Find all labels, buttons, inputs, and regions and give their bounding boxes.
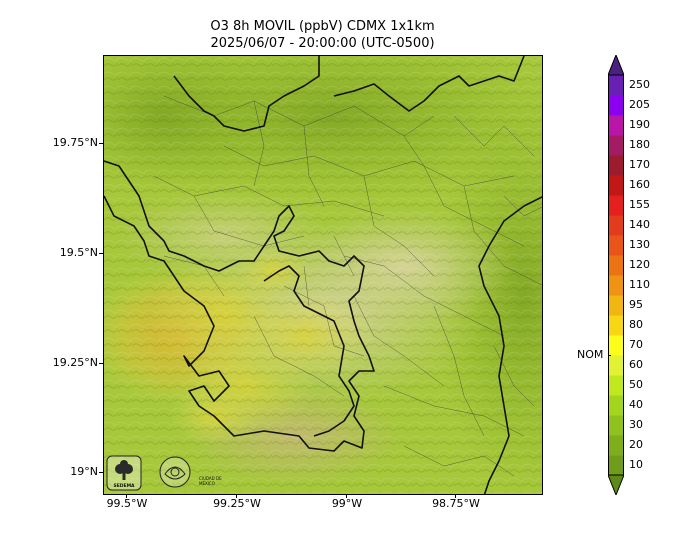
lon-label-995: 99.5°W bbox=[106, 497, 148, 510]
sedema-logo: SEDEMA bbox=[106, 455, 142, 491]
colorbar-tick-label: 60 bbox=[629, 358, 643, 371]
colorbar-segment bbox=[608, 435, 624, 456]
colorbar-segment bbox=[608, 175, 624, 196]
lat-tick bbox=[99, 472, 103, 473]
colorbar-extend-high bbox=[608, 55, 624, 76]
lon-tick bbox=[455, 495, 456, 498]
colorbar-segment bbox=[608, 135, 624, 156]
colorbar-segment bbox=[608, 335, 624, 356]
colorbar-segment bbox=[608, 455, 624, 476]
colorbar-tick-label: 120 bbox=[629, 258, 650, 271]
lat-label-1925: 19.25°N bbox=[52, 356, 98, 369]
colorbar-segment bbox=[608, 315, 624, 336]
state-boundaries bbox=[104, 56, 542, 494]
colorbar-segment bbox=[608, 355, 624, 376]
lon-label-99: 99°W bbox=[331, 497, 363, 510]
lon-label-9875: 98.75°W bbox=[432, 497, 480, 510]
colorbar-extend-low bbox=[608, 474, 624, 495]
colorbar-segment bbox=[608, 395, 624, 416]
colorbar-tick-label: 190 bbox=[629, 118, 650, 131]
map-canvas: SEDEMA CIUDAD DE MÉXICO bbox=[104, 56, 542, 494]
colorbar-tick-label: 70 bbox=[629, 338, 643, 351]
lon-tick bbox=[346, 495, 347, 498]
lat-tick bbox=[99, 143, 103, 144]
colorbar-tick-label: 95 bbox=[629, 298, 643, 311]
colorbar-tick-label: 20 bbox=[629, 438, 643, 451]
colorbar-tick-label: 50 bbox=[629, 378, 643, 391]
colorbar-segment bbox=[608, 75, 624, 96]
colorbar-tick-label: 160 bbox=[629, 178, 650, 191]
lat-tick bbox=[99, 253, 103, 254]
lat-label-1975: 19.75°N bbox=[52, 136, 98, 149]
lat-tick bbox=[99, 363, 103, 364]
nom-tick bbox=[608, 355, 611, 356]
colorbar-tick-label: 80 bbox=[629, 318, 643, 331]
ozone-map: SEDEMA CIUDAD DE MÉXICO bbox=[103, 55, 543, 495]
colorbar-segment bbox=[608, 215, 624, 236]
colorbar-segment bbox=[608, 115, 624, 136]
colorbar-tick-label: 130 bbox=[629, 238, 650, 251]
lon-tick bbox=[236, 495, 237, 498]
colorbar-segment bbox=[608, 235, 624, 256]
colorbar-tick-label: 30 bbox=[629, 418, 643, 431]
svg-text:CIUDAD DE: CIUDAD DE bbox=[199, 476, 222, 481]
lat-label-195: 19.5°N bbox=[59, 246, 98, 259]
cdmx-logo: CIUDAD DE MÉXICO bbox=[159, 456, 222, 488]
colorbar-tick-label: 140 bbox=[629, 218, 650, 231]
colorbar-tick-label: 10 bbox=[629, 458, 643, 471]
colorbar-segment bbox=[608, 195, 624, 216]
colorbar-segment bbox=[608, 275, 624, 296]
colorbar-segment bbox=[608, 375, 624, 396]
svg-text:MÉXICO: MÉXICO bbox=[199, 481, 215, 486]
colorbar-segment bbox=[608, 155, 624, 176]
colorbar-tick-label: 205 bbox=[629, 98, 650, 111]
svg-text:SEDEMA: SEDEMA bbox=[113, 483, 135, 489]
colorbar-tick-label: 155 bbox=[629, 198, 650, 211]
colorbar-outline bbox=[608, 74, 624, 476]
colorbar-tick-label: 180 bbox=[629, 138, 650, 151]
colorbar-tick-label: 170 bbox=[629, 158, 650, 171]
colorbar-segment bbox=[608, 95, 624, 116]
colorbar-tick-label: 250 bbox=[629, 78, 650, 91]
map-title-line1: O3 8h MOVIL (ppbV) CDMX 1x1km bbox=[210, 19, 435, 34]
nom-label: NOM bbox=[577, 348, 604, 361]
colorbar-segment bbox=[608, 255, 624, 276]
lon-label-9925: 99.25°W bbox=[213, 497, 261, 510]
colorbar bbox=[608, 55, 624, 495]
colorbar-tick-label: 110 bbox=[629, 278, 650, 291]
colorbar-segment bbox=[608, 415, 624, 436]
lat-label-19: 19°N bbox=[70, 465, 98, 478]
lon-tick bbox=[126, 495, 127, 498]
colorbar-segment bbox=[608, 295, 624, 316]
colorbar-tick-label: 40 bbox=[629, 398, 643, 411]
map-title-line2: 2025/06/07 - 20:00:00 (UTC-0500) bbox=[210, 36, 435, 51]
